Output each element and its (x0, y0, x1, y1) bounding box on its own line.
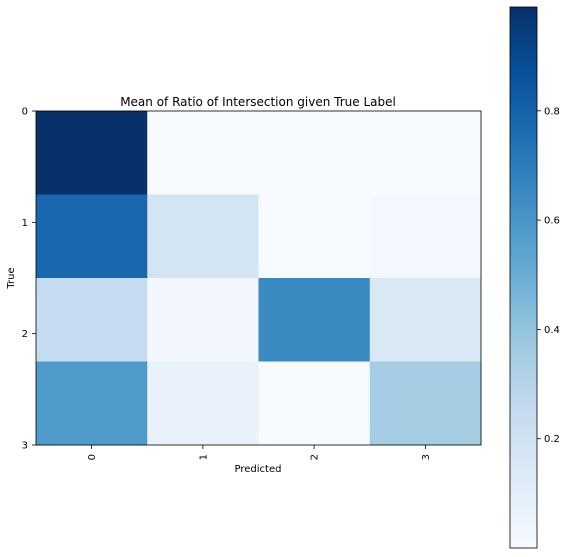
heatmap-cell-1-3 (369, 194, 482, 279)
colorbar-tick-label: 0.8 (544, 106, 560, 117)
x-tick-label: 1 (198, 454, 209, 460)
heatmap-cells (36, 111, 482, 446)
y-tick-label: 0 (22, 107, 28, 118)
heatmap-cell-0-3 (369, 111, 482, 195)
y-tick-label: 3 (22, 441, 28, 452)
x-axis-ticks: 0 1 2 3 (87, 445, 432, 460)
heatmap-cell-3-0 (36, 361, 148, 446)
chart-title: Mean of Ratio of Intersection given True… (120, 95, 396, 109)
y-tick-label: 2 (22, 329, 28, 340)
colorbar (509, 6, 538, 549)
heatmap-cell-3-2 (258, 361, 371, 446)
colorbar-tick-label: 0.4 (544, 325, 560, 336)
x-tick-label: 2 (310, 454, 321, 460)
y-axis-label: True (6, 267, 17, 289)
y-tick-label: 1 (22, 218, 28, 229)
heatmap-cell-1-0 (36, 194, 148, 279)
colorbar-tick-label: 0.2 (544, 434, 560, 445)
heatmap-cell-1-2 (258, 194, 371, 279)
colorbar-ticks: 0.2 0.4 0.6 0.8 (537, 106, 560, 445)
heatmap-cell-2-1 (147, 278, 259, 362)
heatmap-cell-3-1 (147, 361, 259, 446)
plot-frame (35, 110, 482, 446)
heatmap-cell-2-0 (36, 278, 148, 362)
heatmap-cell-0-1 (147, 111, 259, 195)
heatmap-cell-0-0 (36, 111, 148, 195)
heatmap-cell-2-2 (258, 278, 371, 362)
heatmap-cell-1-1 (147, 194, 259, 279)
colorbar-tick-label: 0.6 (544, 216, 560, 227)
y-axis-ticks: 0 1 2 3 (22, 107, 36, 452)
heatmap-cell-3-3 (369, 361, 482, 446)
x-tick-label: 3 (421, 454, 432, 460)
heatmap-cell-2-3 (369, 278, 482, 362)
heatmap-cell-0-2 (258, 111, 371, 195)
x-axis-label: Predicted (235, 464, 282, 475)
x-tick-label: 0 (87, 454, 98, 460)
